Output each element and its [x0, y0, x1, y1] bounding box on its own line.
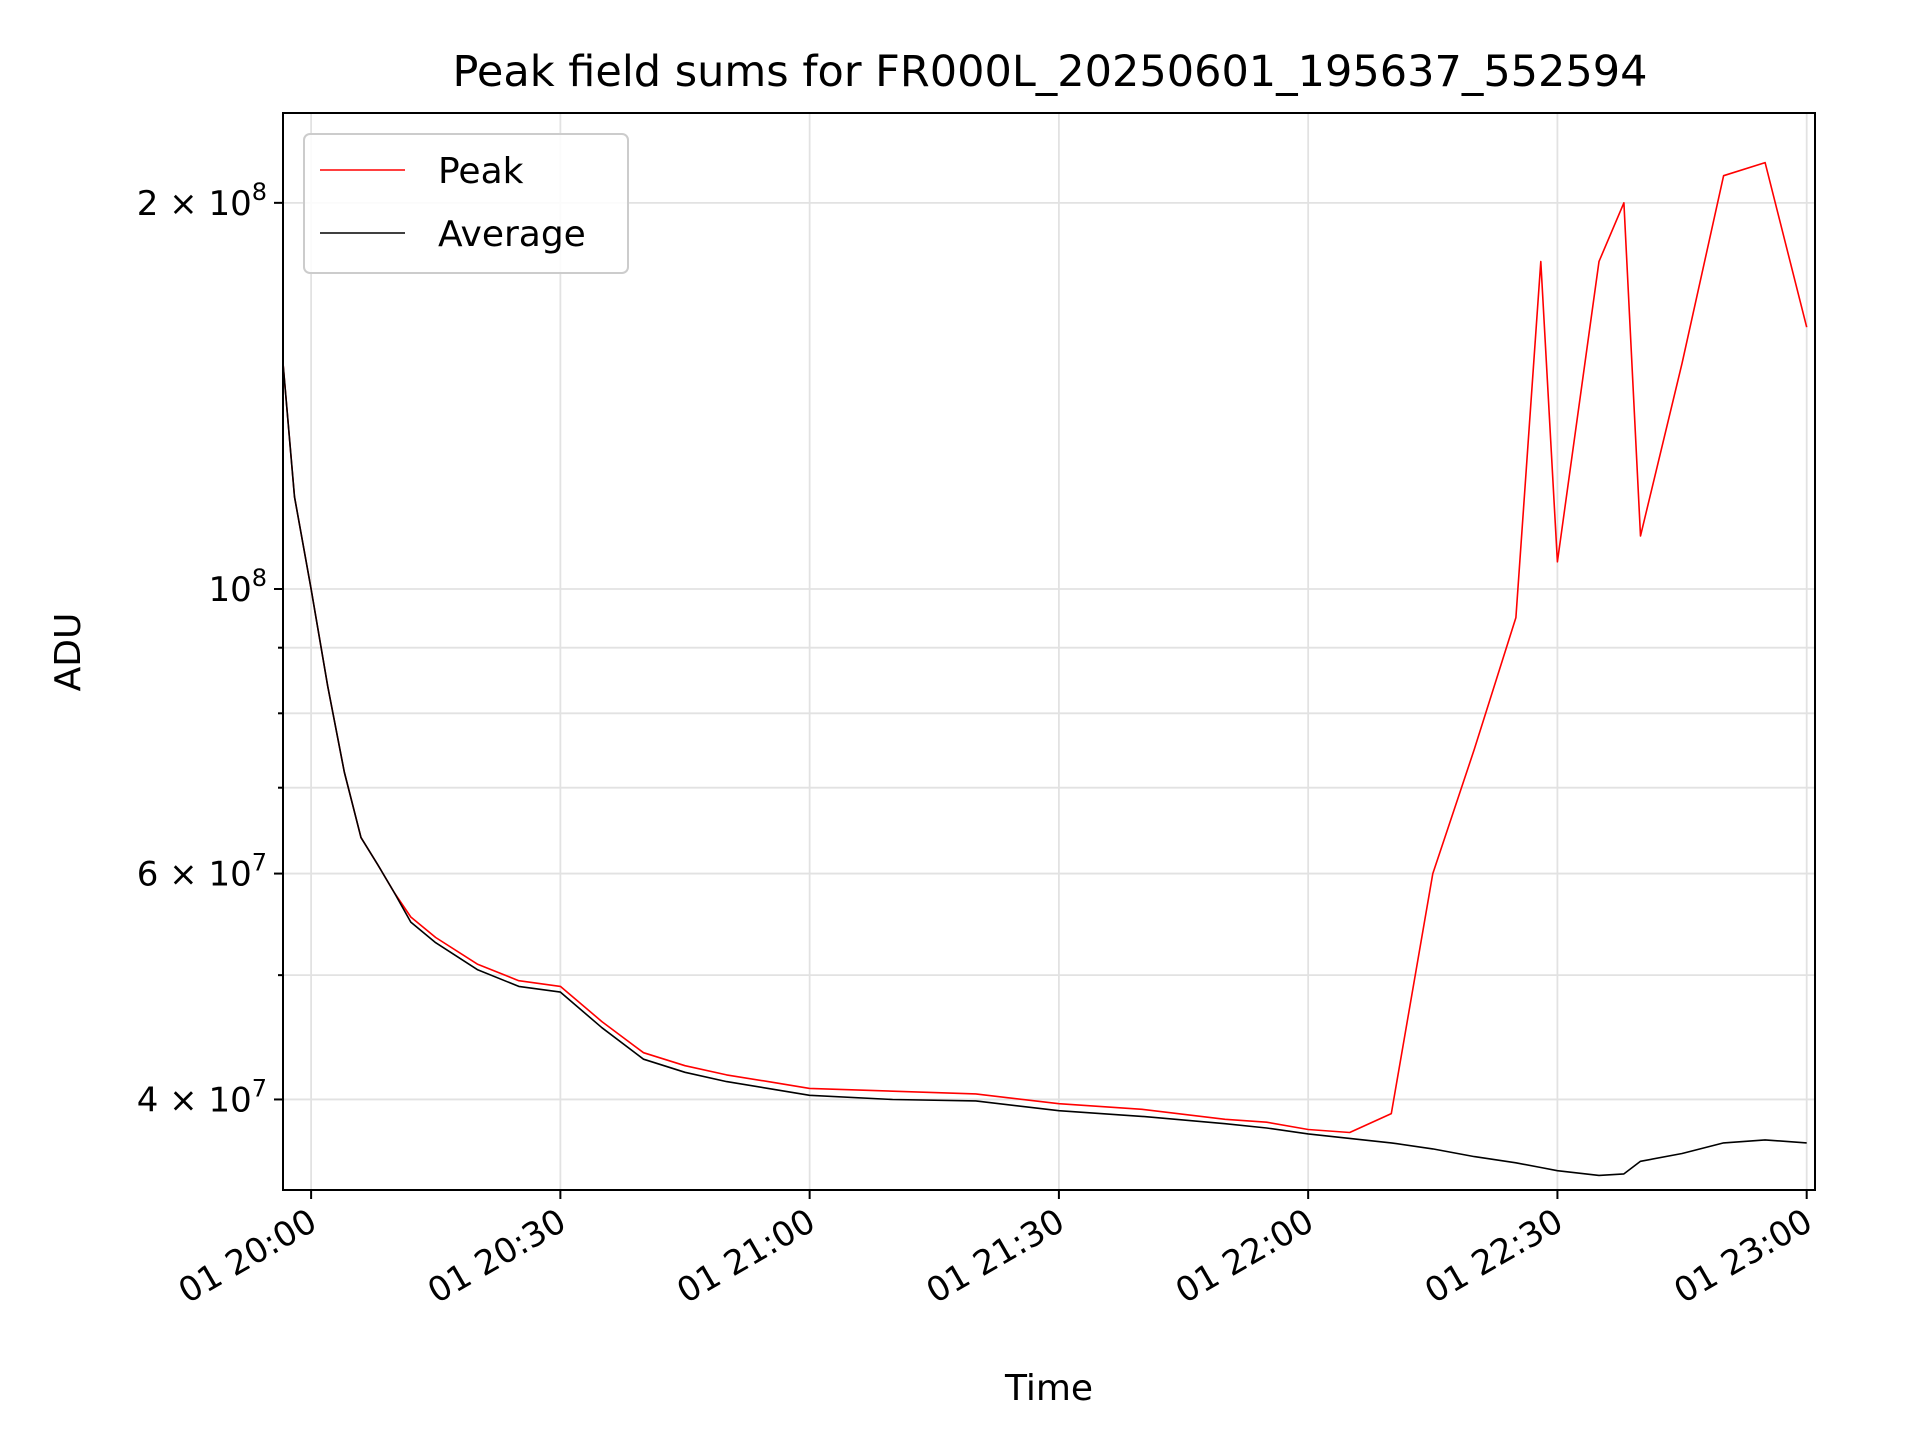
- y-tick-base: 10: [208, 1080, 251, 1120]
- y-tick-label: 108: [208, 564, 267, 610]
- x-axis-label: Time: [1004, 1368, 1093, 1409]
- y-tick-base: 10: [208, 855, 251, 895]
- y-axis-label: ADU: [48, 613, 89, 692]
- y-tick-mantissa: 6 ×: [137, 855, 209, 895]
- series-layer: [283, 161, 1808, 1177]
- y-tick-exponent: 7: [252, 1074, 267, 1102]
- series-line-average: [283, 363, 1807, 1177]
- chart-title: Peak field sums for FR000L_20250601_1956…: [453, 47, 1648, 97]
- y-tick-label: 6 × 107: [137, 849, 267, 895]
- plot-frame: [282, 112, 1816, 1191]
- legend-label-average: Average: [438, 214, 586, 255]
- grid: [283, 113, 1815, 1190]
- y-tick-base: 10: [208, 570, 251, 610]
- legend-label-peak: Peak: [438, 151, 524, 192]
- y-tick-exponent: 8: [252, 178, 267, 206]
- y-tick-mantissa: 4 ×: [137, 1080, 209, 1120]
- y-tick-label: 4 × 107: [137, 1074, 267, 1120]
- y-tick-exponent: 7: [252, 849, 267, 877]
- y-tick-exponent: 8: [252, 564, 267, 592]
- y-tick-mantissa: 2 ×: [137, 184, 209, 224]
- y-tick-label: 2 × 108: [137, 178, 267, 224]
- legend-box: [303, 133, 629, 274]
- legend: Peak Average: [303, 133, 629, 274]
- y-tick-base: 10: [208, 184, 251, 224]
